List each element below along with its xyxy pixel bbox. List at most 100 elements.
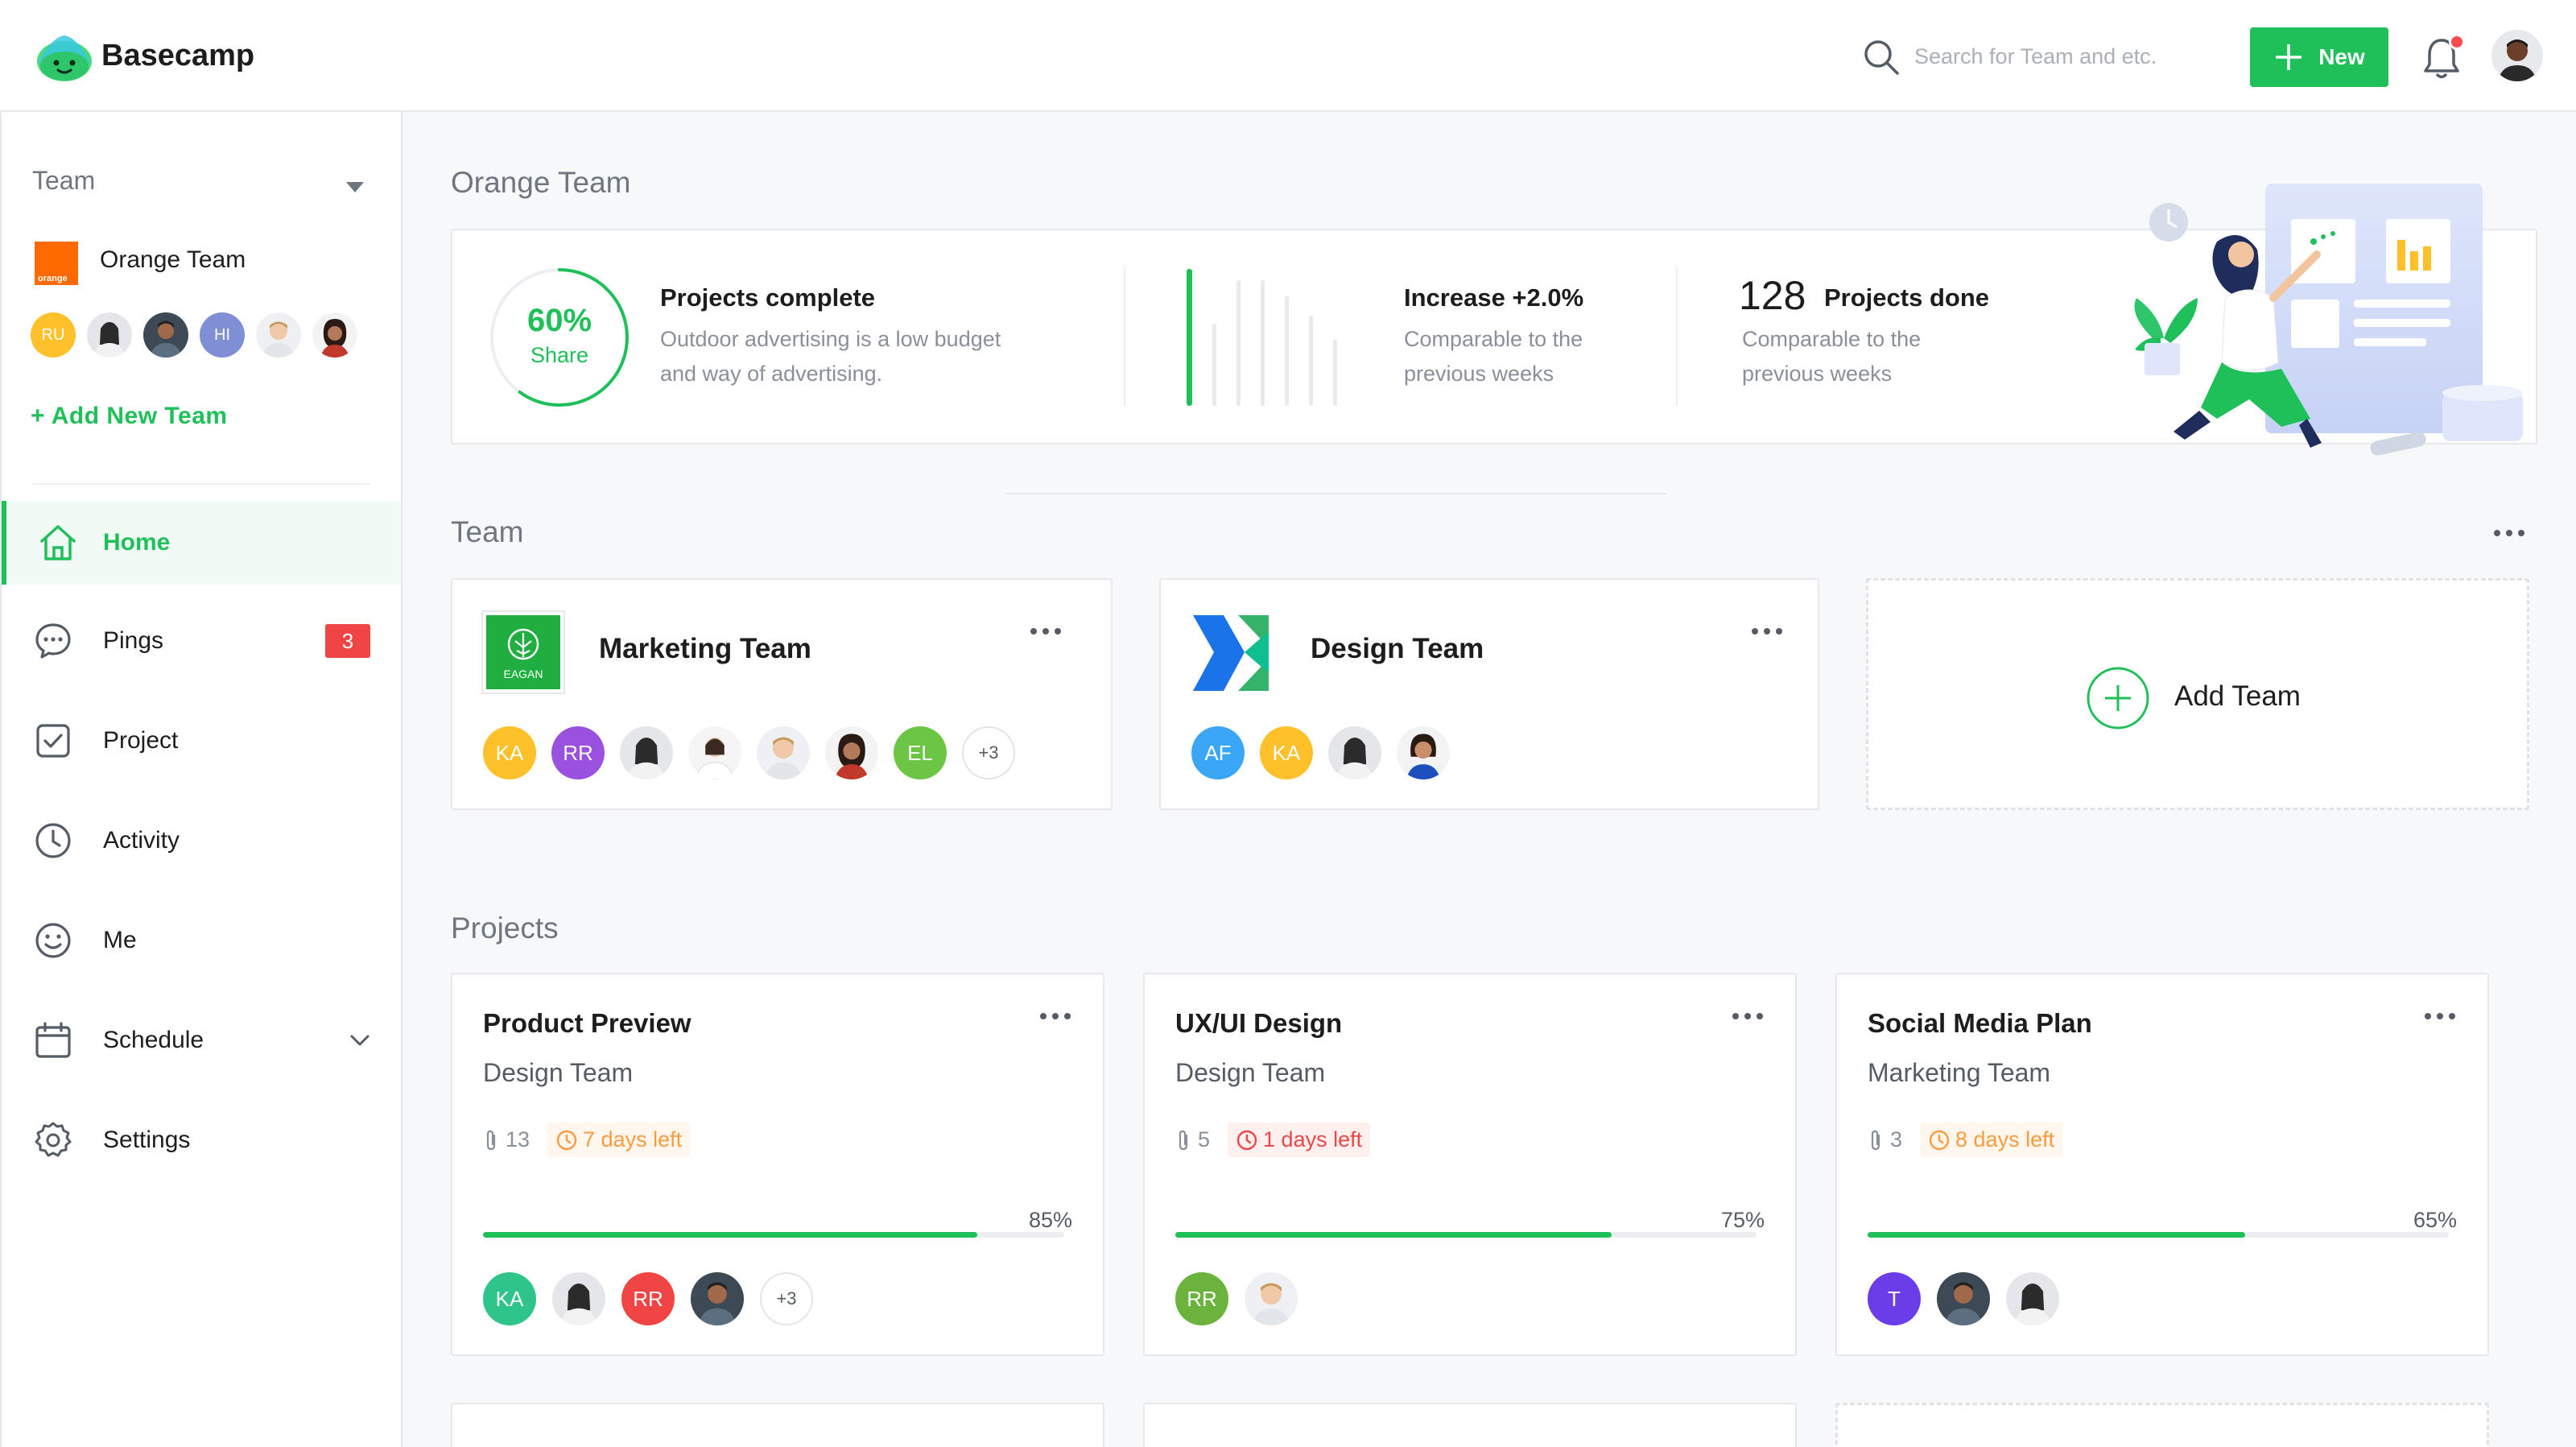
- project-card[interactable]: Social Media Plan Marketing Team 3 8 day…: [1835, 973, 2489, 1356]
- sidebar-item-pings[interactable]: Pings 3: [2, 599, 401, 683]
- clock-icon: [556, 1130, 577, 1150]
- sidebar-item-home[interactable]: Home: [2, 501, 401, 585]
- team-selector-label: Team: [32, 166, 96, 195]
- add-team-card[interactable]: Add Team: [1866, 578, 2529, 810]
- avatar-photo-icon: [695, 738, 735, 779]
- add-team-label: Add Team: [2174, 680, 2301, 712]
- more-options-icon[interactable]: [1040, 1013, 1071, 1019]
- team-members: KA RR EL +3: [483, 726, 1015, 779]
- more-options-icon[interactable]: [1732, 1013, 1763, 1019]
- avatar[interactable]: HI: [200, 312, 245, 358]
- caret-down-icon[interactable]: [346, 182, 364, 192]
- attachments-count[interactable]: 5: [1175, 1127, 1210, 1152]
- more-options-icon[interactable]: [1752, 628, 1782, 635]
- project-card[interactable]: UX/UI Design Design Team 5 1 days left 7…: [1143, 973, 1797, 1356]
- avatar[interactable]: [620, 726, 673, 779]
- avatar[interactable]: [552, 1272, 605, 1325]
- chat-icon: [35, 623, 71, 659]
- avatar-photo-icon: [143, 312, 188, 358]
- project-title: Product Preview: [483, 1008, 691, 1038]
- paperclip-icon: [1871, 1130, 1880, 1150]
- more-options-icon[interactable]: [1030, 628, 1061, 635]
- mini-bar-chart: [1187, 269, 1337, 406]
- add-project-card-partial[interactable]: [1835, 1403, 2489, 1447]
- sidebar-item-settings[interactable]: Settings: [2, 1098, 401, 1182]
- projects-done-number: 128: [1739, 273, 1806, 318]
- brand-name[interactable]: Basecamp: [101, 39, 255, 72]
- project-members: RR: [1175, 1272, 1298, 1325]
- add-circle-icon: [2087, 667, 2149, 730]
- more-options-icon[interactable]: [2494, 530, 2524, 536]
- stats-card: [451, 229, 2537, 444]
- avatar-photo-icon: [691, 1272, 744, 1325]
- notification-dot: [2449, 34, 2465, 50]
- avatar[interactable]: EL: [894, 726, 947, 779]
- more-members-button[interactable]: +3: [760, 1272, 813, 1325]
- tree-icon: EAGAN: [503, 628, 543, 680]
- team-card-design[interactable]: Design Team AF KA: [1159, 578, 1819, 810]
- new-button-label: New: [2318, 44, 2365, 69]
- search-icon[interactable]: [1863, 39, 1900, 76]
- sidebar-item-me[interactable]: Me: [2, 899, 401, 982]
- avatar[interactable]: [688, 726, 741, 779]
- avatar[interactable]: [2006, 1272, 2059, 1325]
- avatar[interactable]: KA: [483, 726, 536, 779]
- avatar[interactable]: [1245, 1272, 1298, 1325]
- avatar[interactable]: RR: [1175, 1272, 1228, 1325]
- attachments-count[interactable]: 3: [1868, 1127, 1902, 1152]
- paperclip-icon: [1179, 1130, 1188, 1150]
- increase-desc: Comparable to the: [1404, 327, 1583, 351]
- sidebar-item-label: Home: [103, 529, 171, 556]
- project-card[interactable]: Product Preview Design Team 13 7 days le…: [451, 973, 1104, 1356]
- attachments-count[interactable]: 13: [483, 1127, 530, 1152]
- basecamp-logo-icon[interactable]: [35, 32, 93, 82]
- avatar[interactable]: RR: [621, 1272, 675, 1325]
- avatar-photo-icon: [320, 319, 349, 358]
- sidebar-item-activity[interactable]: Activity: [2, 799, 401, 883]
- share-label: Share: [530, 343, 589, 367]
- avatar[interactable]: RR: [551, 726, 605, 779]
- more-options-icon[interactable]: [2425, 1013, 2455, 1019]
- project-meta: 13 7 days left: [483, 1122, 691, 1157]
- avatar[interactable]: [757, 726, 810, 779]
- avatar[interactable]: KA: [483, 1272, 536, 1325]
- new-button[interactable]: New: [2250, 27, 2388, 87]
- clock-icon: [1929, 1130, 1950, 1150]
- avatar[interactable]: RU: [31, 312, 76, 358]
- avatar[interactable]: [143, 312, 188, 358]
- progress-bar: [483, 1232, 1064, 1238]
- projects-complete-desc: Outdoor advertising is a low budget: [660, 327, 1001, 351]
- sidebar-item-label: Activity: [103, 827, 180, 854]
- project-card-partial[interactable]: [451, 1403, 1104, 1447]
- avatar[interactable]: [825, 726, 878, 779]
- sidebar-item-schedule[interactable]: Schedule: [2, 998, 401, 1082]
- avatar[interactable]: [1937, 1272, 1990, 1325]
- checkbox-icon: [36, 724, 70, 758]
- avatar[interactable]: [312, 312, 357, 358]
- more-members-button[interactable]: +3: [962, 726, 1015, 779]
- search-input[interactable]: [1914, 35, 2220, 77]
- team-card-marketing[interactable]: EAGAN Marketing Team KA RR EL +3: [451, 578, 1113, 810]
- avatar[interactable]: [1397, 726, 1450, 779]
- current-team-name[interactable]: Orange Team: [100, 246, 246, 273]
- clock-icon: [35, 823, 71, 858]
- avatar-photo-icon: [1252, 1283, 1290, 1325]
- add-new-team-link[interactable]: + Add New Team: [31, 403, 228, 429]
- project-card-partial[interactable]: [1143, 1403, 1797, 1447]
- avatar[interactable]: [691, 1272, 744, 1325]
- project-title: UX/UI Design: [1175, 1008, 1343, 1038]
- avatar-photo-icon: [627, 738, 666, 779]
- avatar[interactable]: [256, 312, 301, 358]
- team-name: Marketing Team: [599, 633, 811, 664]
- avatar[interactable]: T: [1868, 1272, 1921, 1325]
- avatar[interactable]: AF: [1191, 726, 1245, 779]
- avatar[interactable]: [1328, 726, 1381, 779]
- sidebar-item-label: Schedule: [103, 1027, 204, 1053]
- user-avatar[interactable]: [2491, 30, 2543, 81]
- eagan-logo: EAGAN: [483, 612, 564, 692]
- chevron-down-icon[interactable]: [348, 1028, 372, 1052]
- sidebar-item-project[interactable]: Project: [2, 699, 401, 783]
- avatar[interactable]: KA: [1260, 726, 1313, 779]
- avatar[interactable]: [87, 312, 132, 358]
- projects-done-desc: previous weeks: [1742, 362, 1893, 386]
